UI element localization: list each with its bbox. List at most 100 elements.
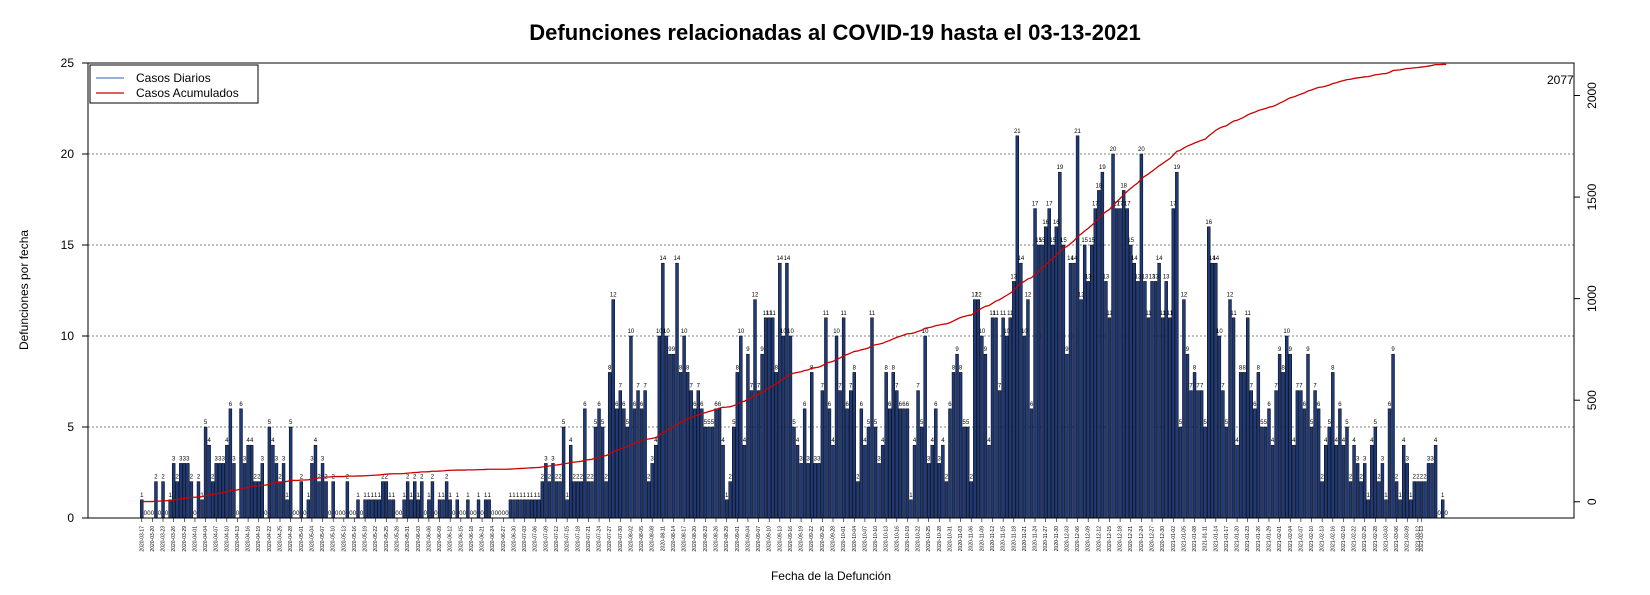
bar [632, 408, 637, 519]
bar-value-label: 8 [1257, 365, 1261, 371]
bar-value-label: 2 [176, 475, 180, 481]
x-tick-label: 2020-07-24 [597, 526, 603, 552]
bar [1341, 444, 1346, 519]
bar [1221, 390, 1225, 519]
bar [1412, 481, 1417, 519]
bar [1419, 481, 1424, 519]
bar [661, 262, 665, 519]
bar [225, 444, 229, 519]
bar-value-label: 3 [282, 456, 286, 462]
bar-value-label: 17 [1117, 202, 1124, 208]
bar [951, 372, 956, 519]
bar-value-label: 2 [1395, 475, 1399, 481]
bar [1157, 262, 1161, 519]
bar-value-label: 9 [1065, 347, 1069, 353]
bar [1217, 335, 1222, 519]
bar-value-label: 0 [165, 511, 169, 517]
bar [767, 317, 771, 519]
legend-box [89, 64, 259, 104]
bar [1164, 281, 1168, 519]
bar [1292, 444, 1296, 519]
bar [1263, 426, 1268, 519]
grid-lines [88, 153, 1574, 428]
bar-value-label: 6 [229, 402, 233, 408]
bar-value-label: 5 [562, 420, 566, 426]
bar [278, 481, 282, 519]
bar [987, 444, 991, 519]
bar-value-label: 0 [399, 511, 403, 517]
bar-value-label: 2 [1377, 475, 1381, 481]
bar [1104, 281, 1108, 519]
x-tick-label: 2020-03-26 [171, 526, 177, 552]
bar [820, 390, 825, 519]
bar-value-label: 2 [1423, 475, 1427, 481]
bar-value-label: 11 [763, 311, 770, 317]
bar-value-label: 7 [821, 384, 825, 390]
bar [958, 372, 963, 519]
bar-value-label: 2 [647, 475, 651, 481]
x-tick-label: 2020-04-16 [246, 526, 252, 552]
bar-value-label: 6 [640, 402, 644, 408]
bar [281, 463, 286, 519]
bar-value-label: 8 [1193, 365, 1197, 371]
x-tick-label: 2020-09-16 [788, 526, 794, 552]
bar-value-label: 1 [456, 493, 460, 499]
bar-value-label: 1 [1398, 493, 1402, 499]
bar-value-label: 2 [197, 475, 201, 481]
bar-value-label: 0 [303, 511, 307, 517]
bar [1107, 317, 1112, 519]
bar-value-label: 6 [633, 402, 637, 408]
bar-value-label: 7 [1250, 384, 1254, 390]
bar-value-label: 6 [622, 402, 626, 408]
bar-value-label: 1 [356, 493, 360, 499]
x-tick-label: 2020-11-03 [958, 526, 964, 551]
x-tick-label: 2020-08-02 [628, 526, 634, 552]
bar [1090, 244, 1094, 519]
bar [196, 481, 201, 519]
bar [1313, 390, 1317, 519]
legend: Casos Diarios Casos Acumulados [89, 64, 259, 104]
bar-value-label: 4 [941, 438, 945, 444]
bar-value-label: 0 [353, 511, 357, 517]
bar [317, 481, 321, 519]
bar-value-label: 11 [1230, 311, 1237, 317]
bar-value-label: 7 [697, 384, 701, 390]
bar-value-label: 13 [1010, 274, 1017, 280]
bar-value-label: 4 [1370, 438, 1374, 444]
bar-value-label: 0 [473, 511, 477, 517]
bar [1256, 372, 1261, 519]
bar-value-label: 15 [1060, 238, 1067, 244]
bar [405, 481, 410, 519]
bar-value-label: 14 [1212, 256, 1219, 262]
bar-value-label: 12 [1181, 293, 1188, 299]
x-tick-label: 2020-12-12 [1096, 526, 1102, 552]
x-tick-label: 2021-03-13 [1419, 526, 1425, 552]
bar-value-label: 2 [580, 475, 584, 481]
bar [249, 444, 254, 519]
bar [774, 372, 778, 519]
bar-value-label: 2 [254, 475, 258, 481]
bar [948, 408, 952, 519]
bar [973, 299, 977, 519]
bar-value-label: 11 [869, 311, 876, 317]
bar-value-label: 3 [799, 456, 803, 462]
bar-value-label: 2 [278, 475, 282, 481]
bar [685, 372, 690, 519]
bar-value-label: 1 [477, 493, 481, 499]
bar-value-label: 15 [1081, 238, 1088, 244]
bar-value-label: 2 [190, 475, 194, 481]
x-tick-label: 2021-02-10 [1309, 526, 1315, 552]
bar [1182, 299, 1186, 519]
bar-value-label: 5 [594, 420, 598, 426]
bar-value-label: 0 [151, 511, 155, 517]
bar-value-label: 1 [1409, 493, 1413, 499]
bar-value-label: 4 [314, 438, 318, 444]
bar [866, 426, 871, 519]
bar [583, 408, 587, 519]
bar [898, 408, 903, 519]
bar-value-label: 2 [604, 475, 608, 481]
bar-value-label: 5 [1260, 420, 1264, 426]
x-tick-label: 2020-09-28 [830, 526, 836, 552]
bar-value-label: 14 [660, 256, 667, 262]
bar [629, 335, 633, 519]
